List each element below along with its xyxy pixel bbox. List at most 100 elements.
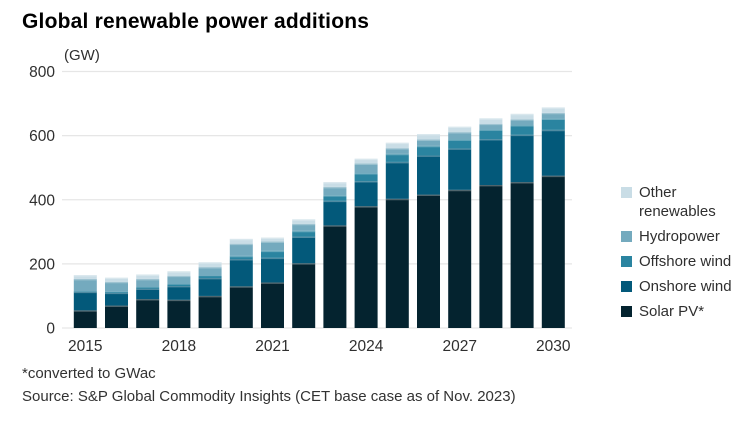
x-tick-label-2021: 2021 (255, 338, 289, 355)
segment-offshore-wind (136, 287, 160, 289)
legend-swatch (621, 306, 632, 317)
segment-offshore-wind (541, 118, 565, 130)
segment-hydropower (323, 186, 347, 196)
segment-hydropower (479, 123, 503, 130)
segment-other-renewables (292, 219, 316, 224)
segment-solar-pv- (510, 182, 534, 328)
y-tick-label: 800 (29, 64, 55, 81)
segment-hydropower (354, 163, 378, 174)
segment-offshore-wind (229, 255, 253, 260)
bar-2018 (167, 271, 191, 328)
y-tick-label: 400 (29, 192, 55, 209)
segment-onshore-wind (229, 259, 253, 287)
segment-solar-pv- (261, 282, 284, 328)
legend-swatch (621, 281, 632, 292)
segment-hydropower (73, 278, 97, 292)
segment-solar-pv- (167, 299, 191, 328)
bar-2020 (229, 238, 253, 328)
footnote-conversion: *converted to GWac (22, 365, 156, 382)
segment-solar-pv- (385, 198, 409, 328)
bar-2025 (385, 142, 409, 328)
bar-2030 (541, 107, 565, 328)
segment-onshore-wind (198, 277, 222, 296)
segment-offshore-wind (510, 125, 534, 135)
segment-other-renewables (385, 142, 409, 149)
legend-item-solar-pv-: Solar PV* (621, 302, 748, 321)
segment-hydropower (167, 275, 191, 285)
segment-onshore-wind (73, 291, 97, 311)
y-tick-label: 0 (46, 321, 55, 338)
segment-other-renewables (198, 262, 222, 268)
segment-other-renewables (510, 113, 534, 120)
segment-solar-pv- (292, 263, 316, 328)
bar-2027 (448, 126, 472, 328)
bar-2021 (261, 237, 284, 328)
segment-other-renewables (73, 275, 97, 279)
y-tick-label: 600 (29, 128, 55, 145)
segment-hydropower (105, 281, 128, 292)
segment-offshore-wind (73, 291, 97, 292)
segment-onshore-wind (417, 155, 440, 195)
bar-2029 (510, 113, 534, 328)
legend-item-hydropower: Hydropower (621, 227, 748, 246)
segment-onshore-wind (136, 288, 160, 300)
x-tick-label-2018: 2018 (162, 338, 196, 355)
segment-offshore-wind (448, 139, 472, 149)
segment-onshore-wind (510, 134, 534, 183)
segment-onshore-wind (541, 129, 565, 176)
segment-solar-pv- (136, 299, 160, 328)
segment-offshore-wind (354, 173, 378, 182)
segment-offshore-wind (261, 250, 284, 258)
segment-solar-pv- (198, 295, 222, 328)
segment-solar-pv- (479, 185, 503, 328)
y-tick-label: 200 (29, 256, 55, 273)
legend-swatch (621, 256, 632, 267)
x-tick-label-2027: 2027 (442, 338, 476, 355)
footnote-source: Source: S&P Global Commodity Insights (C… (22, 388, 516, 405)
legend-swatch (621, 187, 632, 198)
legend-label: Onshore wind (639, 278, 732, 295)
chart-footnotes: *converted to GWac Source: S&P Global Co… (22, 362, 516, 408)
segment-onshore-wind (385, 161, 409, 199)
segment-hydropower (136, 278, 160, 288)
segment-hydropower (541, 112, 565, 119)
segment-other-renewables (448, 126, 472, 133)
segment-solar-pv- (541, 175, 565, 328)
legend-label: Hydropower (639, 228, 720, 245)
segment-other-renewables (136, 274, 160, 279)
segment-onshore-wind (167, 285, 191, 300)
segment-offshore-wind (105, 291, 128, 293)
segment-hydropower (229, 243, 253, 256)
segment-onshore-wind (354, 181, 378, 207)
segment-solar-pv- (73, 310, 97, 328)
segment-hydropower (198, 267, 222, 277)
bar-2019 (198, 262, 222, 328)
bar-2028 (479, 118, 503, 328)
legend-item-offshore-wind: Offshore wind (621, 252, 748, 271)
bar-2017 (136, 274, 160, 328)
segment-other-renewables (541, 107, 565, 113)
segment-onshore-wind (448, 148, 472, 190)
x-tick-label-2024: 2024 (349, 338, 384, 355)
legend-label: Other renewables (639, 184, 716, 220)
segment-other-renewables (261, 237, 284, 242)
bar-2024 (354, 158, 378, 328)
chart-legend: Other renewables Hydropower Offshore wind O… (621, 183, 748, 327)
segment-solar-pv- (105, 305, 128, 328)
legend-swatch (621, 231, 632, 242)
x-tick-label-2030: 2030 (536, 338, 571, 355)
segment-onshore-wind (323, 200, 347, 226)
segment-other-renewables (229, 238, 253, 244)
segment-offshore-wind (292, 230, 316, 237)
segment-other-renewables (323, 182, 347, 187)
bar-2016 (105, 277, 128, 328)
segment-solar-pv- (417, 194, 440, 328)
segment-onshore-wind (292, 236, 316, 264)
segment-onshore-wind (105, 292, 128, 306)
segment-solar-pv- (448, 189, 472, 328)
bar-2026 (417, 134, 440, 328)
segment-other-renewables (105, 277, 128, 282)
segment-solar-pv- (354, 206, 378, 328)
segment-hydropower (448, 132, 472, 140)
